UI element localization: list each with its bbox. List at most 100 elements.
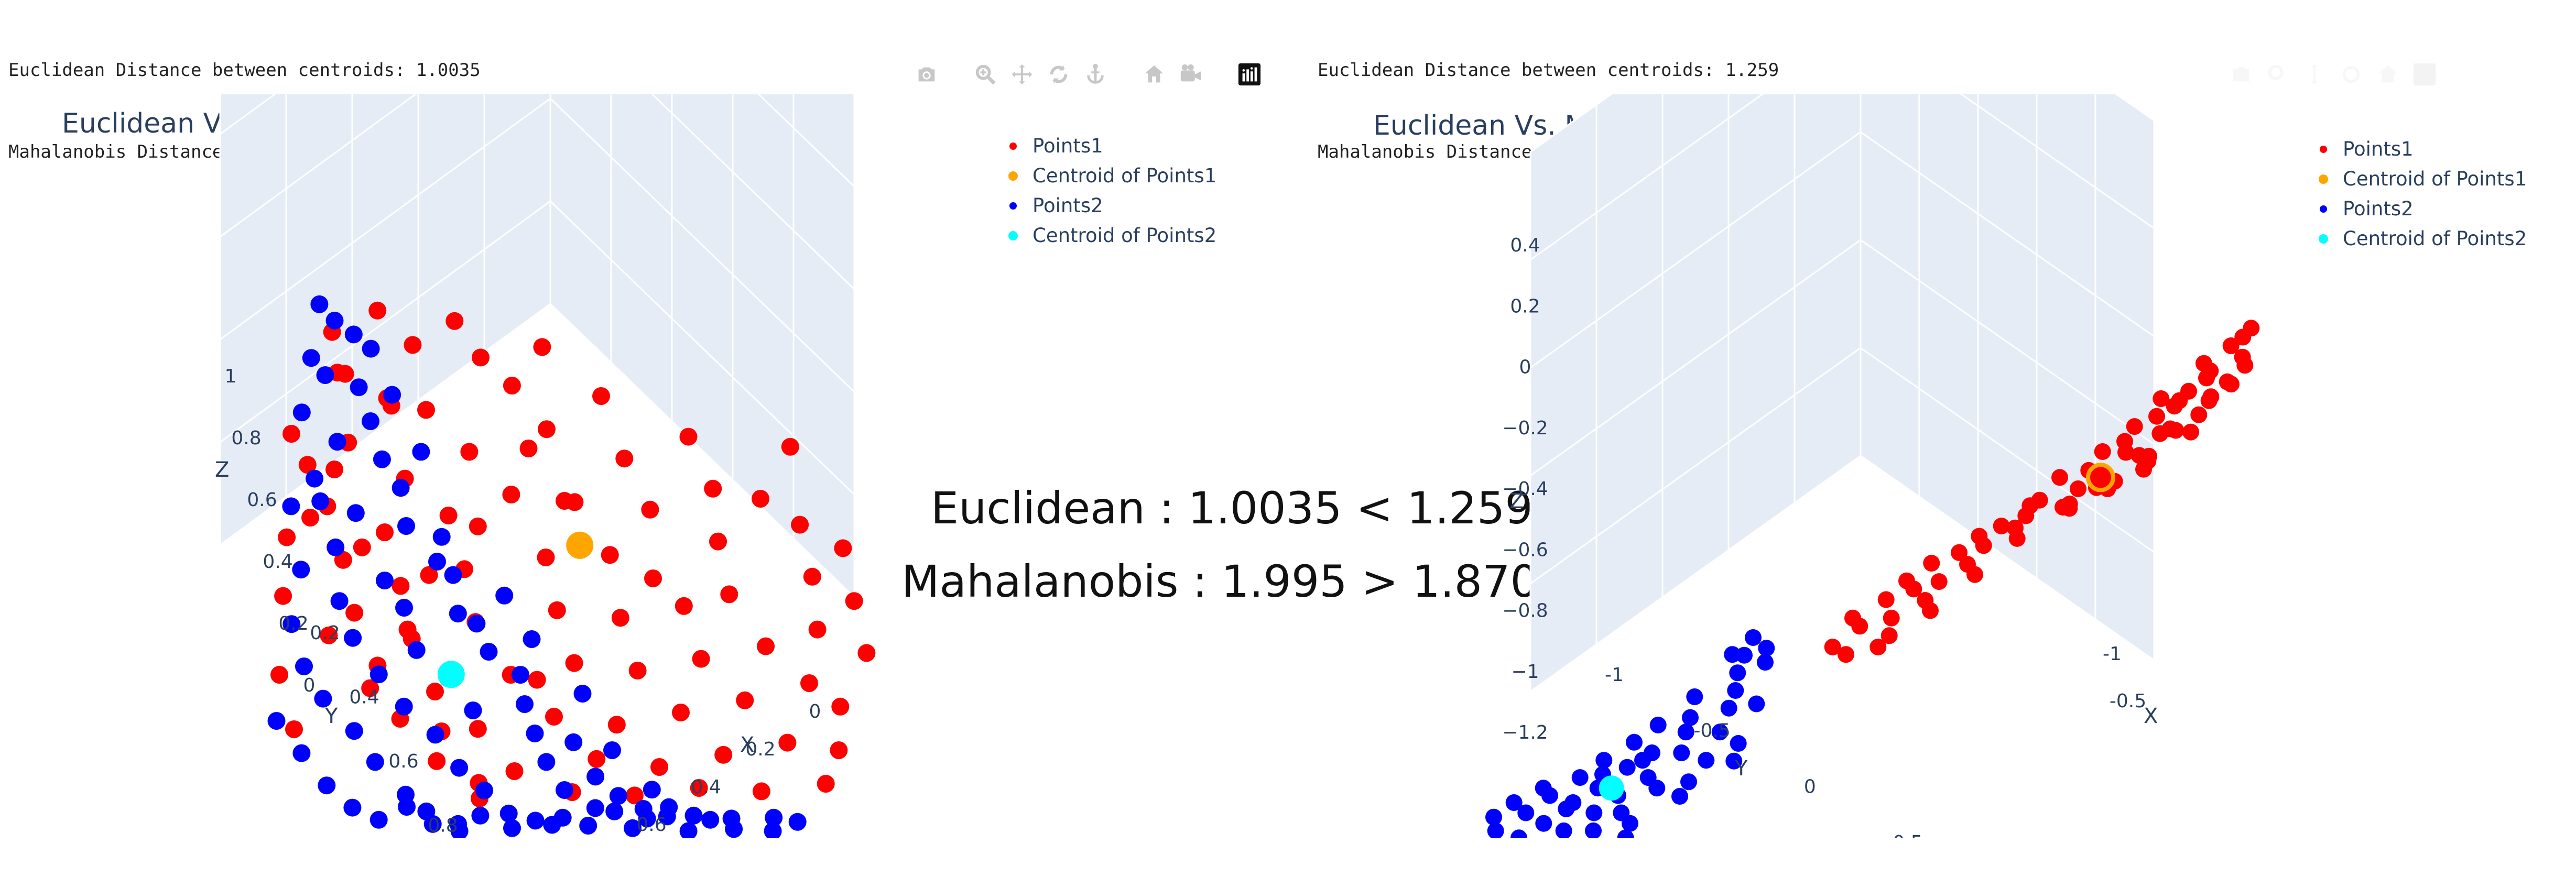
points1-marker xyxy=(834,539,852,557)
points1-marker xyxy=(830,741,848,759)
points1-marker xyxy=(353,538,371,556)
points2-marker xyxy=(369,810,388,829)
points2-marker xyxy=(1757,654,1774,671)
y-axis-label: Y xyxy=(324,704,338,728)
points2-marker xyxy=(523,630,541,648)
points2-marker xyxy=(1517,804,1535,821)
points1-marker xyxy=(2061,496,2078,512)
points1-marker xyxy=(301,509,319,527)
points1-marker xyxy=(445,312,464,330)
legend-right: Points1 Centroid of Points1 Points2 Cent… xyxy=(2306,134,2527,254)
points1-marker xyxy=(2117,444,2134,461)
points1-marker xyxy=(704,479,722,498)
points1-marker xyxy=(672,704,690,721)
points2-marker xyxy=(383,386,401,404)
points1-marker xyxy=(752,490,769,508)
points1-marker xyxy=(803,567,821,586)
points2-marker xyxy=(764,822,782,838)
points1-marker xyxy=(1951,544,1968,561)
points2-marker xyxy=(788,813,807,831)
modebar-right xyxy=(2227,59,2438,90)
camera-icon[interactable] xyxy=(913,61,940,88)
right-3d-scene[interactable]: -1 -0.5 -1 -0.5 0 0.5 0.4 0.2 0 −0.2 −0.4 −0.6 −0.8 −… xyxy=(1310,94,2576,838)
centroid2-marker xyxy=(1599,775,1624,801)
turntable-icon[interactable] xyxy=(1082,61,1109,88)
legend-item-points2[interactable]: Points2 xyxy=(2306,194,2527,224)
points1-marker xyxy=(607,716,626,734)
points1-marker xyxy=(537,549,555,566)
scene-grid xyxy=(1530,94,2155,644)
points1-marker xyxy=(320,626,338,644)
points1-marker xyxy=(778,733,797,752)
points1-marker xyxy=(757,637,775,655)
points1-marker xyxy=(720,585,738,604)
y-tick-label: -0.5 xyxy=(1694,720,1731,742)
points1-marker xyxy=(857,644,876,662)
z-tick-label: −0.2 xyxy=(1502,418,1548,439)
points1-marker xyxy=(469,720,487,738)
legend-marker xyxy=(2320,145,2327,153)
points2-marker xyxy=(444,566,462,584)
legend-label: Points2 xyxy=(1032,194,1103,217)
points2-marker xyxy=(1535,815,1552,832)
pan-icon[interactable] xyxy=(1008,61,1036,88)
points1-marker xyxy=(428,752,446,770)
z-tick-label: 0.8 xyxy=(231,427,261,449)
legend-item-centroid1[interactable]: Centroid of Points1 xyxy=(996,161,1216,191)
points2-marker xyxy=(449,605,467,623)
x-axis-label: X xyxy=(2144,704,2158,728)
orbit-icon[interactable] xyxy=(1045,61,1072,88)
plotly-logo-icon[interactable] xyxy=(2411,61,2438,88)
points1-marker xyxy=(644,569,662,587)
y-tick-label: 0.2 xyxy=(310,622,340,644)
points1-marker xyxy=(274,587,292,605)
plotly-logo-icon[interactable] xyxy=(1236,61,1263,88)
zoom-icon[interactable] xyxy=(2264,61,2291,88)
points1-marker xyxy=(2070,480,2086,497)
x-tick-label: 0.6 xyxy=(636,814,666,836)
points2-marker xyxy=(1686,688,1703,705)
points1-marker xyxy=(361,679,379,697)
gridline xyxy=(1530,239,1861,477)
comparison-text: Euclidean : 1.0035 < 1.259 Mahalanobis :… xyxy=(901,472,1538,618)
points2-marker xyxy=(1720,699,1737,717)
legend-label: Centroid of Points2 xyxy=(2343,227,2527,250)
home-icon[interactable] xyxy=(1140,61,1168,88)
points2-marker xyxy=(343,798,362,817)
orbit-icon[interactable] xyxy=(2338,61,2365,88)
legend-item-centroid2[interactable]: Centroid of Points2 xyxy=(2306,224,2527,254)
home-icon[interactable] xyxy=(2374,61,2401,88)
z-axis-label: Z xyxy=(1509,489,1524,513)
legend-item-points2[interactable]: Points2 xyxy=(996,191,1216,221)
legend-item-centroid1[interactable]: Centroid of Points1 xyxy=(2306,164,2527,194)
camera-view-icon[interactable] xyxy=(1177,61,1204,88)
gridline xyxy=(651,94,855,290)
points1-marker xyxy=(2135,461,2152,478)
points2-marker xyxy=(292,561,310,579)
gridline xyxy=(220,94,417,238)
points2-marker xyxy=(450,822,469,838)
points2-marker xyxy=(1626,733,1643,751)
points2-marker xyxy=(282,497,300,516)
legend-item-points1[interactable]: Points1 xyxy=(2306,134,2527,164)
points2-marker xyxy=(316,366,334,384)
points2-marker xyxy=(1622,815,1638,832)
zoom-icon[interactable] xyxy=(972,61,999,88)
points1-marker xyxy=(1922,602,1939,619)
left-3d-scene[interactable]: 00.20.40.60.810.20.40.60.8100.20.40.60.8… xyxy=(0,94,1284,838)
pan-icon[interactable] xyxy=(2301,61,2328,88)
centroid1-marker xyxy=(566,531,594,559)
scene-wall xyxy=(1860,94,2155,662)
legend-item-centroid2[interactable]: Centroid of Points2 xyxy=(996,221,1216,250)
points1-marker xyxy=(611,609,629,627)
points2-marker xyxy=(603,741,621,759)
legend-item-points1[interactable]: Points1 xyxy=(996,131,1216,161)
points1-marker xyxy=(282,425,300,443)
legend-marker xyxy=(1009,202,1017,210)
points2-marker xyxy=(1535,780,1552,797)
y-tick-label: -1 xyxy=(1605,664,1624,686)
legend-label: Centroid of Points2 xyxy=(1032,224,1217,247)
gridline xyxy=(220,97,551,341)
points1-marker xyxy=(615,450,634,468)
camera-icon[interactable] xyxy=(2227,61,2255,88)
